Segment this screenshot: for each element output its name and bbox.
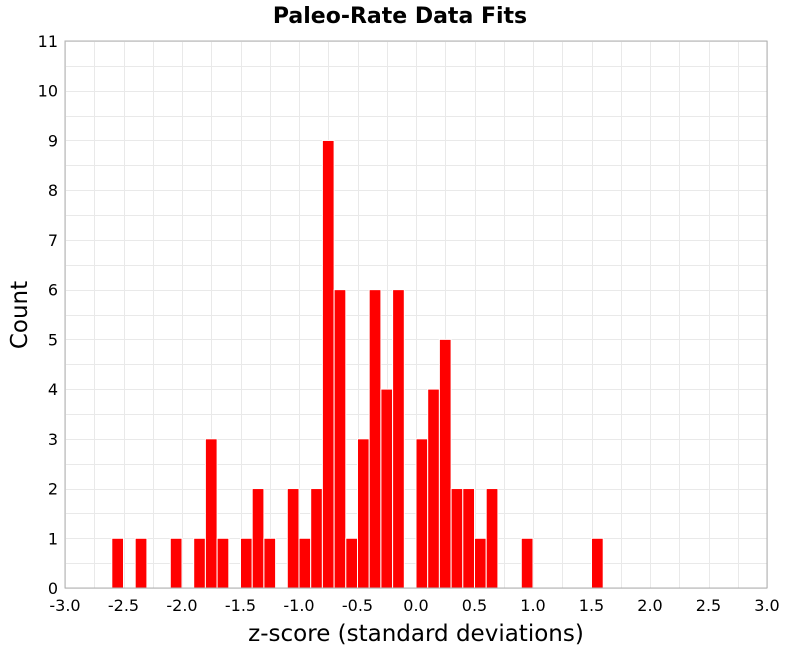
x-tick-label: -0.5 bbox=[342, 596, 373, 615]
histogram-bar bbox=[298, 537, 312, 589]
x-tick-label: 2.0 bbox=[637, 596, 662, 615]
chart-title: Paleo-Rate Data Fits bbox=[273, 4, 527, 29]
histogram-bar bbox=[263, 537, 277, 589]
histogram-bar bbox=[520, 537, 534, 589]
y-tick-label: 8 bbox=[48, 181, 58, 200]
histogram-bar bbox=[286, 488, 300, 589]
x-axis-label: z-score (standard deviations) bbox=[248, 621, 584, 647]
histogram-bar bbox=[392, 289, 405, 589]
histogram-bar bbox=[310, 488, 323, 589]
y-tick-label: 4 bbox=[48, 380, 58, 399]
histogram-bar bbox=[357, 438, 370, 589]
histogram-bar bbox=[474, 537, 487, 589]
x-tick-label: 1.5 bbox=[579, 596, 604, 615]
histogram-bar bbox=[193, 537, 206, 589]
x-tick-label: -1.5 bbox=[225, 596, 256, 615]
histogram-bar bbox=[333, 289, 347, 589]
x-tick-label: 0.0 bbox=[403, 596, 428, 615]
y-tick-label: 0 bbox=[48, 579, 58, 598]
y-tick-label: 5 bbox=[48, 330, 58, 349]
histogram-bar bbox=[240, 537, 253, 589]
histogram-bar bbox=[251, 488, 265, 589]
histogram-bar bbox=[321, 139, 335, 589]
histogram-bar bbox=[380, 388, 394, 589]
x-tick-label: -3.0 bbox=[49, 596, 80, 615]
y-tick-label: 1 bbox=[48, 529, 58, 548]
histogram-bar bbox=[450, 488, 464, 589]
x-tick-label: 2.5 bbox=[696, 596, 721, 615]
y-tick-label: 9 bbox=[48, 131, 58, 150]
x-tick-label: 3.0 bbox=[754, 596, 779, 615]
y-tick-label: 7 bbox=[48, 231, 58, 250]
x-tick-label: 0.5 bbox=[462, 596, 487, 615]
histogram-bar bbox=[345, 537, 358, 589]
y-tick-label: 2 bbox=[48, 480, 58, 499]
histogram-bar bbox=[438, 338, 452, 589]
histogram-bar bbox=[204, 438, 218, 589]
y-tick-label: 6 bbox=[48, 281, 58, 300]
histogram-bar bbox=[591, 537, 604, 589]
y-tick-label: 3 bbox=[48, 430, 58, 449]
histogram-bar bbox=[427, 388, 440, 589]
histogram-bar bbox=[134, 537, 148, 589]
histogram-bar bbox=[415, 438, 429, 589]
x-tick-labels: -3.0 -2.5 -2.0 -1.5 -1.0 -0.5 0.0 0.5 1.0 1.5 2.0 2… bbox=[49, 596, 779, 615]
plot-frame bbox=[64, 40, 768, 589]
histogram-bar bbox=[169, 537, 183, 589]
x-tick-label: -1.0 bbox=[283, 596, 314, 615]
x-tick-label: 1.0 bbox=[520, 596, 545, 615]
histogram-bar bbox=[485, 488, 499, 589]
y-tick-label: 11 bbox=[38, 32, 58, 51]
histogram-bar bbox=[368, 289, 382, 589]
histogram-bar bbox=[462, 488, 475, 589]
y-axis-label: Count bbox=[7, 281, 33, 349]
y-tick-label: 10 bbox=[38, 82, 58, 101]
histogram-bar bbox=[111, 537, 125, 589]
x-tick-label: -2.0 bbox=[166, 596, 197, 615]
y-tick-labels: 0 1 2 3 4 5 6 7 8 9 10 11 bbox=[38, 32, 58, 598]
x-tick-label: -2.5 bbox=[108, 596, 139, 615]
histogram-bar bbox=[216, 537, 230, 589]
